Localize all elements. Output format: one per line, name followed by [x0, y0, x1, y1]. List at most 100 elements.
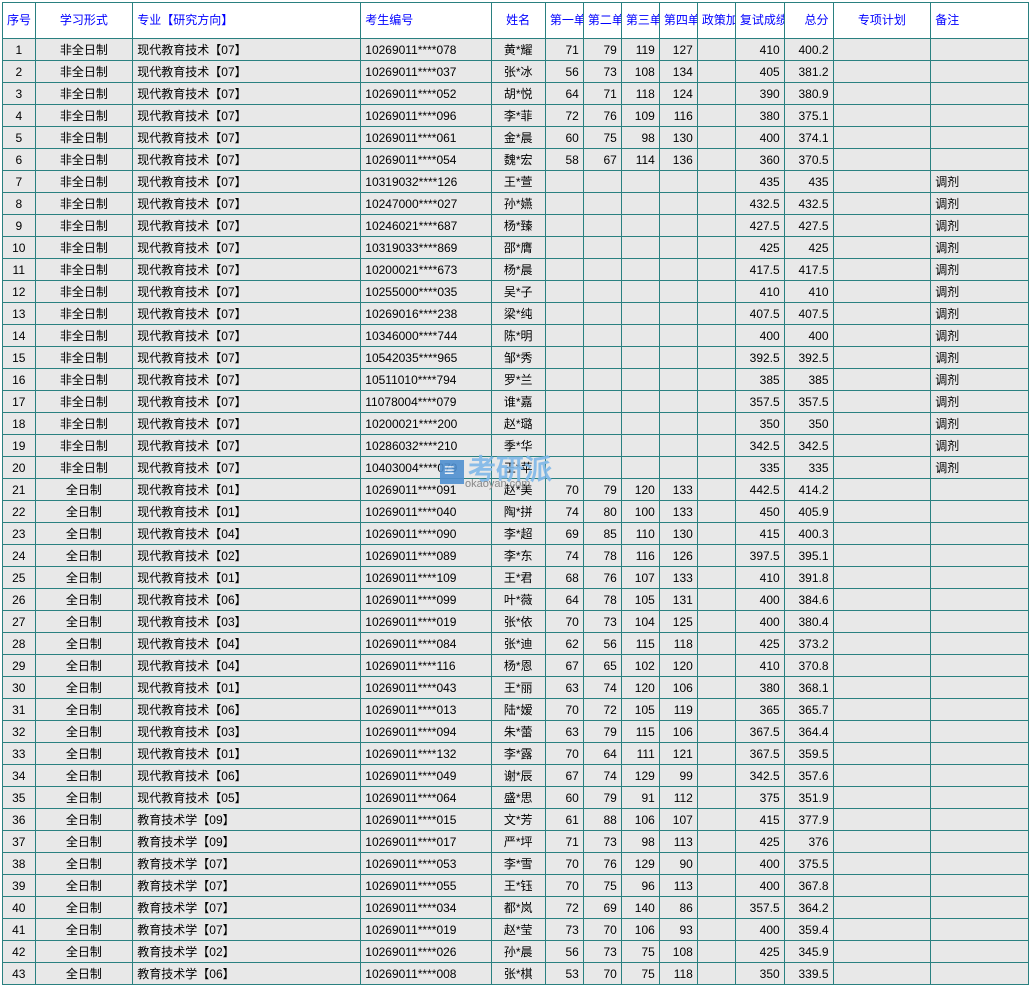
cell-form: 非全日制: [35, 61, 133, 83]
cell-unit2: 80: [583, 501, 621, 523]
cell-retest: 350: [735, 413, 784, 435]
cell-total: 414.2: [784, 479, 833, 501]
table-row: 24全日制现代教育技术【02】10269011****089李*东7478116…: [3, 545, 1029, 567]
cell-unit2: [583, 281, 621, 303]
cell-bonus: [697, 479, 735, 501]
cell-retest: 365: [735, 699, 784, 721]
cell-name: 文*芳: [491, 809, 545, 831]
cell-name: 杨*恩: [491, 655, 545, 677]
cell-retest: 400: [735, 589, 784, 611]
table-row: 32全日制现代教育技术【03】10269011****094朱*蕾6379115…: [3, 721, 1029, 743]
cell-unit1: 67: [545, 655, 583, 677]
cell-examid: 10319032****126: [361, 171, 491, 193]
cell-retest: 425: [735, 633, 784, 655]
cell-seq: 16: [3, 369, 36, 391]
cell-examid: 10511010****794: [361, 369, 491, 391]
cell-name: 赵*璐: [491, 413, 545, 435]
cell-total: 342.5: [784, 435, 833, 457]
cell-form: 全日制: [35, 743, 133, 765]
cell-form: 非全日制: [35, 105, 133, 127]
cell-form: 全日制: [35, 721, 133, 743]
cell-name: 陈*明: [491, 325, 545, 347]
cell-examid: 10246021****687: [361, 215, 491, 237]
cell-bonus: [697, 633, 735, 655]
cell-retest: 400: [735, 853, 784, 875]
cell-form: 非全日制: [35, 237, 133, 259]
table-row: 39全日制教育技术学【07】10269011****055王*钰70759611…: [3, 875, 1029, 897]
cell-unit2: 56: [583, 633, 621, 655]
cell-major: 教育技术学【09】: [133, 809, 361, 831]
cell-total: 370.8: [784, 655, 833, 677]
table-row: 36全日制教育技术学【09】10269011****015文*芳61881061…: [3, 809, 1029, 831]
table-row: 35全日制现代教育技术【05】10269011****064盛*思6079911…: [3, 787, 1029, 809]
cell-bonus: [697, 853, 735, 875]
cell-bonus: [697, 501, 735, 523]
cell-unit3: 98: [621, 831, 659, 853]
cell-examid: 10269011****008: [361, 963, 491, 985]
cell-total: 432.5: [784, 193, 833, 215]
cell-remark: [931, 567, 1029, 589]
cell-retest: 342.5: [735, 765, 784, 787]
cell-unit4: 113: [659, 831, 697, 853]
cell-unit2: 70: [583, 919, 621, 941]
cell-plan: [833, 677, 931, 699]
cell-retest: 367.5: [735, 721, 784, 743]
table-row: 1非全日制现代教育技术【07】10269011****078黄*耀7179119…: [3, 39, 1029, 61]
cell-unit3: 115: [621, 721, 659, 743]
table-row: 30全日制现代教育技术【01】10269011****043王*丽6374120…: [3, 677, 1029, 699]
cell-retest: 405: [735, 61, 784, 83]
cell-form: 非全日制: [35, 347, 133, 369]
cell-unit2: 71: [583, 83, 621, 105]
cell-retest: 375: [735, 787, 784, 809]
cell-unit1: 64: [545, 589, 583, 611]
cell-total: 400: [784, 325, 833, 347]
cell-form: 全日制: [35, 919, 133, 941]
cell-plan: [833, 589, 931, 611]
cell-major: 现代教育技术【06】: [133, 589, 361, 611]
cell-form: 全日制: [35, 501, 133, 523]
cell-unit3: 116: [621, 545, 659, 567]
cell-unit3: 91: [621, 787, 659, 809]
cell-unit3: [621, 193, 659, 215]
cell-major: 现代教育技术【03】: [133, 611, 361, 633]
cell-form: 非全日制: [35, 391, 133, 413]
cell-plan: [833, 963, 931, 985]
cell-name: 季*华: [491, 435, 545, 457]
cell-seq: 18: [3, 413, 36, 435]
cell-plan: [833, 457, 931, 479]
cell-remark: 调剂: [931, 435, 1029, 457]
cell-total: 400.3: [784, 523, 833, 545]
cell-unit2: 76: [583, 105, 621, 127]
cell-form: 非全日制: [35, 325, 133, 347]
cell-unit1: 70: [545, 479, 583, 501]
cell-form: 非全日制: [35, 413, 133, 435]
cell-unit1: 68: [545, 567, 583, 589]
cell-unit1: 74: [545, 545, 583, 567]
cell-unit1: [545, 215, 583, 237]
table-row: 8非全日制现代教育技术【07】10247000****027孙*嬿432.543…: [3, 193, 1029, 215]
cell-seq: 28: [3, 633, 36, 655]
cell-unit2: 74: [583, 677, 621, 699]
cell-major: 现代教育技术【04】: [133, 655, 361, 677]
cell-examid: 10269011****094: [361, 721, 491, 743]
cell-unit1: 69: [545, 523, 583, 545]
cell-unit1: 67: [545, 765, 583, 787]
cell-unit2: [583, 215, 621, 237]
cell-remark: 调剂: [931, 237, 1029, 259]
cell-unit3: 96: [621, 875, 659, 897]
cell-remark: [931, 149, 1029, 171]
cell-seq: 29: [3, 655, 36, 677]
cell-unit2: 64: [583, 743, 621, 765]
cell-unit1: 70: [545, 853, 583, 875]
table-row: 10非全日制现代教育技术【07】10319033****869邵*膺425425…: [3, 237, 1029, 259]
cell-unit1: [545, 193, 583, 215]
cell-plan: [833, 567, 931, 589]
cell-unit4: 130: [659, 127, 697, 149]
table-row: 28全日制现代教育技术【04】10269011****084张*迪6256115…: [3, 633, 1029, 655]
cell-remark: [931, 853, 1029, 875]
cell-unit1: 60: [545, 127, 583, 149]
cell-unit1: [545, 435, 583, 457]
cell-examid: 10269011****034: [361, 897, 491, 919]
cell-bonus: [697, 457, 735, 479]
cell-unit1: 61: [545, 809, 583, 831]
